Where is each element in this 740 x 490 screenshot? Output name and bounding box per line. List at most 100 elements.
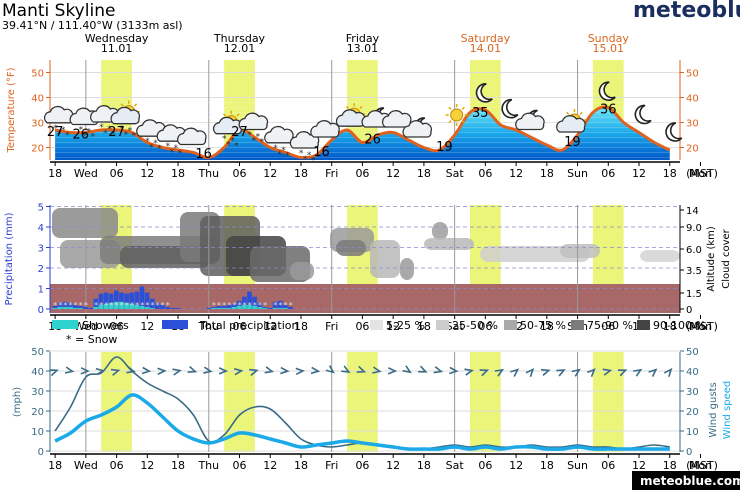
x-tick-label: 06 bbox=[233, 320, 247, 333]
cloud-icon bbox=[381, 110, 412, 128]
time-axis-wind: 18 Wed 06 12 18 Thu 06 12 18 Fri 06 12 18 Sat 06 12 18 Su… bbox=[48, 453, 718, 472]
precipitation-bar bbox=[252, 296, 257, 309]
x-tick-label: Sun bbox=[567, 459, 588, 472]
wind-arrow bbox=[433, 366, 444, 374]
y-tick-label-right: 40 bbox=[686, 94, 699, 105]
snow-marker: * bbox=[253, 301, 257, 310]
svg-text:*: * bbox=[157, 144, 162, 154]
x-tick-label: 06 bbox=[355, 167, 369, 180]
wind-arrow bbox=[571, 368, 581, 377]
wind-arrow bbox=[372, 366, 382, 374]
wind-arrow bbox=[525, 367, 535, 377]
wind-speed-axis-label: Wind speed bbox=[722, 381, 733, 440]
wind-arrow bbox=[80, 367, 90, 375]
precipitation-bar bbox=[226, 304, 232, 309]
wind-arrow bbox=[64, 366, 75, 374]
svg-text:*: * bbox=[153, 139, 158, 149]
location-coords: 39.41°N / 111.40°W (3133m asl) bbox=[2, 19, 183, 32]
svg-text:*: * bbox=[285, 151, 290, 161]
svg-text:*: * bbox=[120, 125, 125, 135]
svg-text:*: * bbox=[87, 128, 92, 138]
precipitation-bar bbox=[98, 293, 104, 309]
cloud-snow-icon: * ** * bbox=[238, 112, 269, 148]
cloud-cover-patch bbox=[290, 262, 314, 280]
temperature-value-label: 36 bbox=[600, 103, 617, 118]
svg-text:*: * bbox=[170, 148, 175, 158]
x-tick-label: 18 bbox=[540, 167, 554, 180]
wind-arrow bbox=[494, 368, 505, 377]
precipitation-bar bbox=[242, 296, 247, 309]
cloud-cover-patch bbox=[370, 240, 400, 278]
svg-text:*: * bbox=[307, 151, 312, 161]
svg-text:*: * bbox=[299, 149, 304, 159]
wind-arrow bbox=[295, 367, 306, 376]
moon-icon bbox=[598, 81, 616, 101]
x-tick-label: 12 bbox=[263, 167, 277, 180]
snow-marker: * bbox=[135, 301, 139, 310]
showers-bar bbox=[144, 306, 150, 309]
weather-icons: * ** ** ** ** ** ** ** ** ** * * ** ** ** ** ** ** ** * * ** * bbox=[43, 81, 683, 166]
showers-bar bbox=[272, 307, 278, 309]
daylight-bands bbox=[101, 352, 624, 452]
day-date: 14.01 bbox=[470, 42, 502, 55]
x-tick-label: 12 bbox=[386, 167, 400, 180]
cloud-cover-axis-label: Cloud cover bbox=[721, 228, 732, 288]
brand-logo[interactable]: meteoblue bbox=[633, 0, 740, 23]
precipitation-bar bbox=[267, 307, 273, 309]
showers-bar bbox=[57, 306, 63, 309]
x-tick-label: 12 bbox=[140, 320, 154, 333]
precipitation-bar bbox=[114, 290, 119, 309]
y-tick-label-right: 50 bbox=[686, 69, 699, 80]
x-tick-label: 06 bbox=[478, 320, 492, 333]
snow-marker: * bbox=[273, 301, 277, 310]
altitude-tick-label: 1.5 bbox=[686, 289, 702, 300]
snow-marker: * bbox=[104, 301, 108, 310]
moon-icon bbox=[475, 83, 493, 103]
svg-text:*: * bbox=[226, 141, 231, 151]
snow-marker: * bbox=[156, 301, 160, 310]
snow-marker: * bbox=[125, 301, 129, 310]
x-tick-label: 18 bbox=[48, 459, 62, 472]
legend-showers: Showers bbox=[82, 319, 129, 332]
showers-bar bbox=[124, 302, 129, 309]
svg-text:*: * bbox=[107, 125, 112, 135]
precipitation-bar bbox=[88, 307, 94, 309]
wind-arrow bbox=[126, 366, 136, 374]
cloud-legend-swatch bbox=[436, 320, 449, 330]
x-tick-label: Wed bbox=[74, 320, 98, 333]
y-tick-label: 30 bbox=[31, 119, 44, 130]
wind-gusts-axis-label: Wind gusts bbox=[708, 382, 719, 437]
y-tick-label-right: 50 bbox=[686, 347, 699, 358]
y-tick-label: 50 bbox=[31, 347, 44, 358]
temperature-value-label: 16 bbox=[313, 145, 330, 160]
showers-bar bbox=[98, 304, 104, 309]
x-tick-label: 18 bbox=[540, 459, 554, 472]
showers-bar bbox=[211, 307, 216, 309]
precipitation-bar bbox=[67, 302, 73, 309]
wind-arrow bbox=[157, 367, 167, 375]
y-tick-label-right: 30 bbox=[686, 387, 699, 398]
showers-bar bbox=[149, 307, 155, 309]
temperature-value-label: 27 bbox=[231, 125, 248, 140]
altitude-tick-label: 0 bbox=[686, 305, 692, 316]
x-tick-label: Thu bbox=[197, 320, 219, 333]
precipitation-bar bbox=[236, 300, 242, 309]
showers-bar bbox=[108, 302, 114, 309]
cloud-cover-patch bbox=[336, 240, 366, 256]
day-name: Sunday bbox=[588, 32, 630, 45]
cloud-cover-patch bbox=[52, 208, 118, 238]
precipitation-bar bbox=[170, 307, 175, 309]
snow-marker: * bbox=[222, 301, 226, 310]
timezone-label: (MST) bbox=[686, 167, 718, 180]
x-tick-label: Thu bbox=[197, 459, 219, 472]
svg-text:*: * bbox=[222, 135, 227, 145]
footer-url[interactable]: meteoblue.com bbox=[640, 474, 740, 488]
showers-bar bbox=[134, 304, 140, 309]
y-tick-label-right: 0 bbox=[686, 447, 692, 458]
snow-marker: * bbox=[227, 301, 231, 310]
time-axis-precipitation: 18Wed061218Thu061218Fri061218Sat061218Su… bbox=[48, 314, 718, 333]
temperature-value-label: 26 bbox=[364, 133, 381, 148]
snow-marker: * bbox=[68, 301, 72, 310]
precipitation-bar bbox=[231, 303, 237, 309]
